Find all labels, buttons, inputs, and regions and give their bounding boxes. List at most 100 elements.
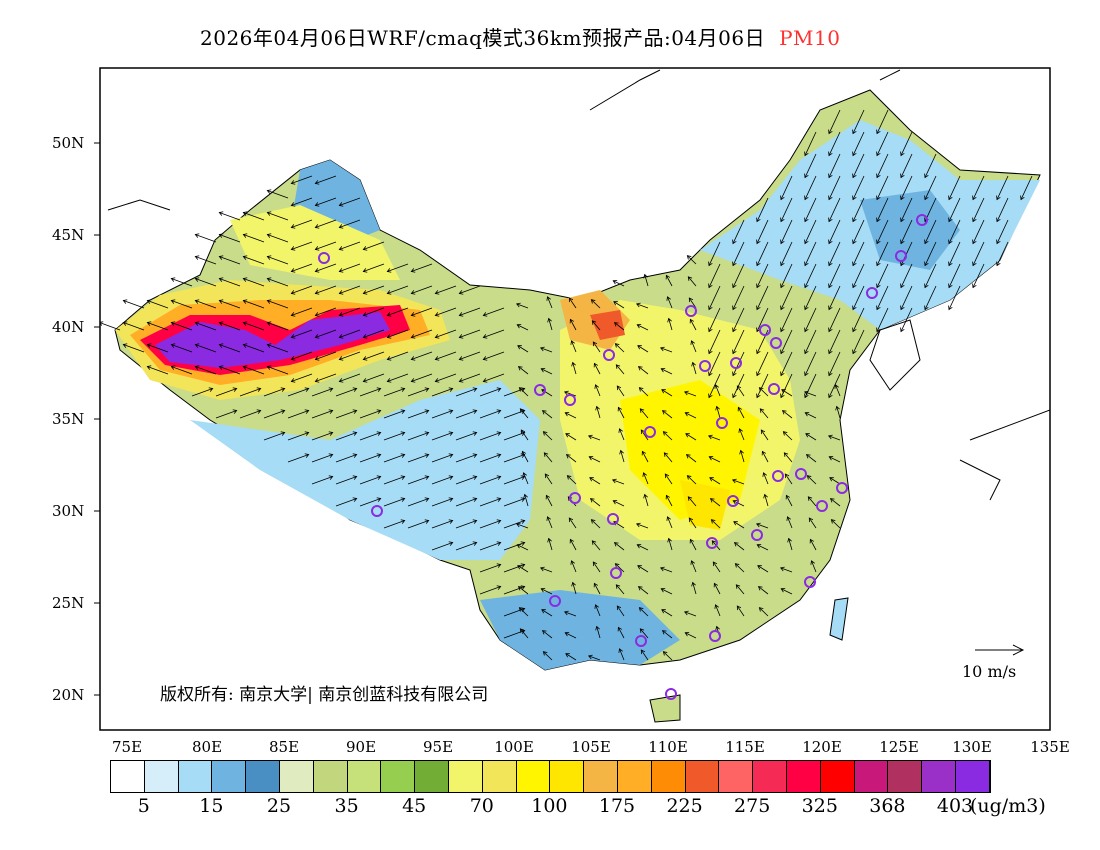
wind-arrow: [565, 653, 577, 661]
wind-arrow: [708, 351, 721, 377]
wind-arrow: [780, 285, 793, 311]
wind-arrow: [948, 285, 961, 311]
wind-arrow: [218, 321, 241, 331]
wind-arrow: [616, 605, 625, 617]
wind-arrow: [518, 607, 529, 617]
wind-arrow: [616, 385, 625, 397]
wind-arrow: [757, 565, 769, 573]
wind-arrow: [191, 387, 214, 397]
lon-label: 120E: [802, 738, 842, 756]
wind-arrow: [290, 351, 313, 361]
wind-arrow: [972, 197, 985, 223]
wind-arrow: [828, 351, 841, 377]
wind-arrow: [804, 285, 817, 311]
wind-arrow: [588, 455, 601, 463]
coast-outline: [107, 69, 901, 211]
wind-arrow: [218, 343, 241, 353]
wind-arrow: [170, 299, 193, 309]
wind-arrow: [311, 431, 334, 441]
wind-arrow: [266, 233, 289, 243]
wind-arrow: [383, 519, 406, 529]
wind-arrow: [522, 472, 529, 485]
wind-arrow: [662, 651, 673, 661]
colorbar-swatch: [685, 761, 720, 792]
wind-arrow: [455, 431, 478, 441]
lat-label-25n: 25N: [52, 594, 85, 612]
wind-arrow: [383, 497, 406, 507]
colorbar-swatch: [144, 761, 179, 792]
wind-arrow: [455, 409, 478, 419]
wind-arrow: [689, 318, 697, 331]
wind-arrow: [314, 373, 337, 383]
wind-arrow: [686, 475, 697, 485]
wind-arrow: [786, 516, 793, 529]
wind-arrow: [808, 517, 817, 529]
wind-arrow: [663, 452, 673, 463]
station-marker: [318, 252, 330, 264]
wind-arrow: [338, 329, 361, 339]
wind-arrow: [458, 351, 481, 361]
station-marker: [768, 383, 780, 395]
wind-arrow: [665, 274, 673, 287]
colorbar-swatch: [313, 761, 348, 792]
wind-arrow: [100, 321, 121, 331]
wind-arrow: [972, 219, 985, 245]
colorbar-swatch: [347, 761, 382, 792]
wind-arrow: [736, 385, 745, 397]
wind-arrow: [314, 175, 337, 185]
wind-arrow: [542, 651, 553, 661]
lat-label-30n: 30N: [52, 502, 85, 520]
station-marker: [564, 394, 576, 406]
wind-arrow: [756, 263, 769, 289]
korea-outline: [869, 319, 921, 391]
wind-arrow: [593, 582, 601, 595]
wind-arrow: [876, 285, 889, 311]
wind-arrow: [900, 219, 913, 245]
wind-arrow: [458, 329, 481, 339]
wind-arrow: [407, 387, 430, 397]
wind-arrow: [708, 241, 721, 267]
station-marker: [770, 337, 782, 349]
wind-arrow: [810, 560, 817, 573]
wind-arrow: [876, 175, 889, 201]
wind-arrow: [659, 346, 673, 353]
lon-label: 115E: [725, 738, 765, 756]
wind-arrow: [780, 263, 793, 289]
station-marker: [895, 250, 907, 262]
wind-arrow: [996, 241, 1009, 267]
wind-arrow: [715, 405, 721, 419]
wind-arrow: [617, 626, 625, 639]
station-marker: [635, 635, 647, 647]
wind-arrow: [458, 373, 481, 383]
wind-arrow: [434, 373, 457, 383]
wind-arrow: [434, 351, 457, 361]
wind-arrow: [431, 519, 454, 529]
lon-label: 105E: [571, 738, 611, 756]
wind-arrow: [780, 175, 793, 201]
wind-arrow: [541, 630, 553, 639]
wind-arrow: [661, 609, 673, 617]
colorbar-swatch: [888, 761, 923, 792]
wind-arrow: [592, 561, 601, 573]
wind-arrow: [661, 630, 673, 639]
wind-arrow: [122, 343, 145, 353]
wind-arrow: [290, 241, 313, 251]
wind-arrow: [643, 493, 649, 507]
station-marker: [685, 305, 697, 317]
colorbar-unit: (ug/m3): [970, 795, 1046, 817]
wind-arrow: [455, 387, 478, 397]
wind-arrow: [547, 537, 553, 551]
colorbar-label: 35: [334, 795, 359, 817]
wind-arrow: [731, 478, 745, 485]
wind-arrow: [407, 519, 430, 529]
colorbar-swatch: [279, 761, 314, 792]
wind-arrow: [571, 581, 577, 595]
wind-arrow: [809, 538, 817, 551]
wind-arrow: [146, 365, 169, 375]
wind-arrow: [614, 343, 625, 353]
wind-arrow: [218, 365, 241, 375]
wind-arrow: [359, 431, 382, 441]
wind-arrow: [714, 384, 721, 397]
wind-arrow: [314, 307, 337, 317]
